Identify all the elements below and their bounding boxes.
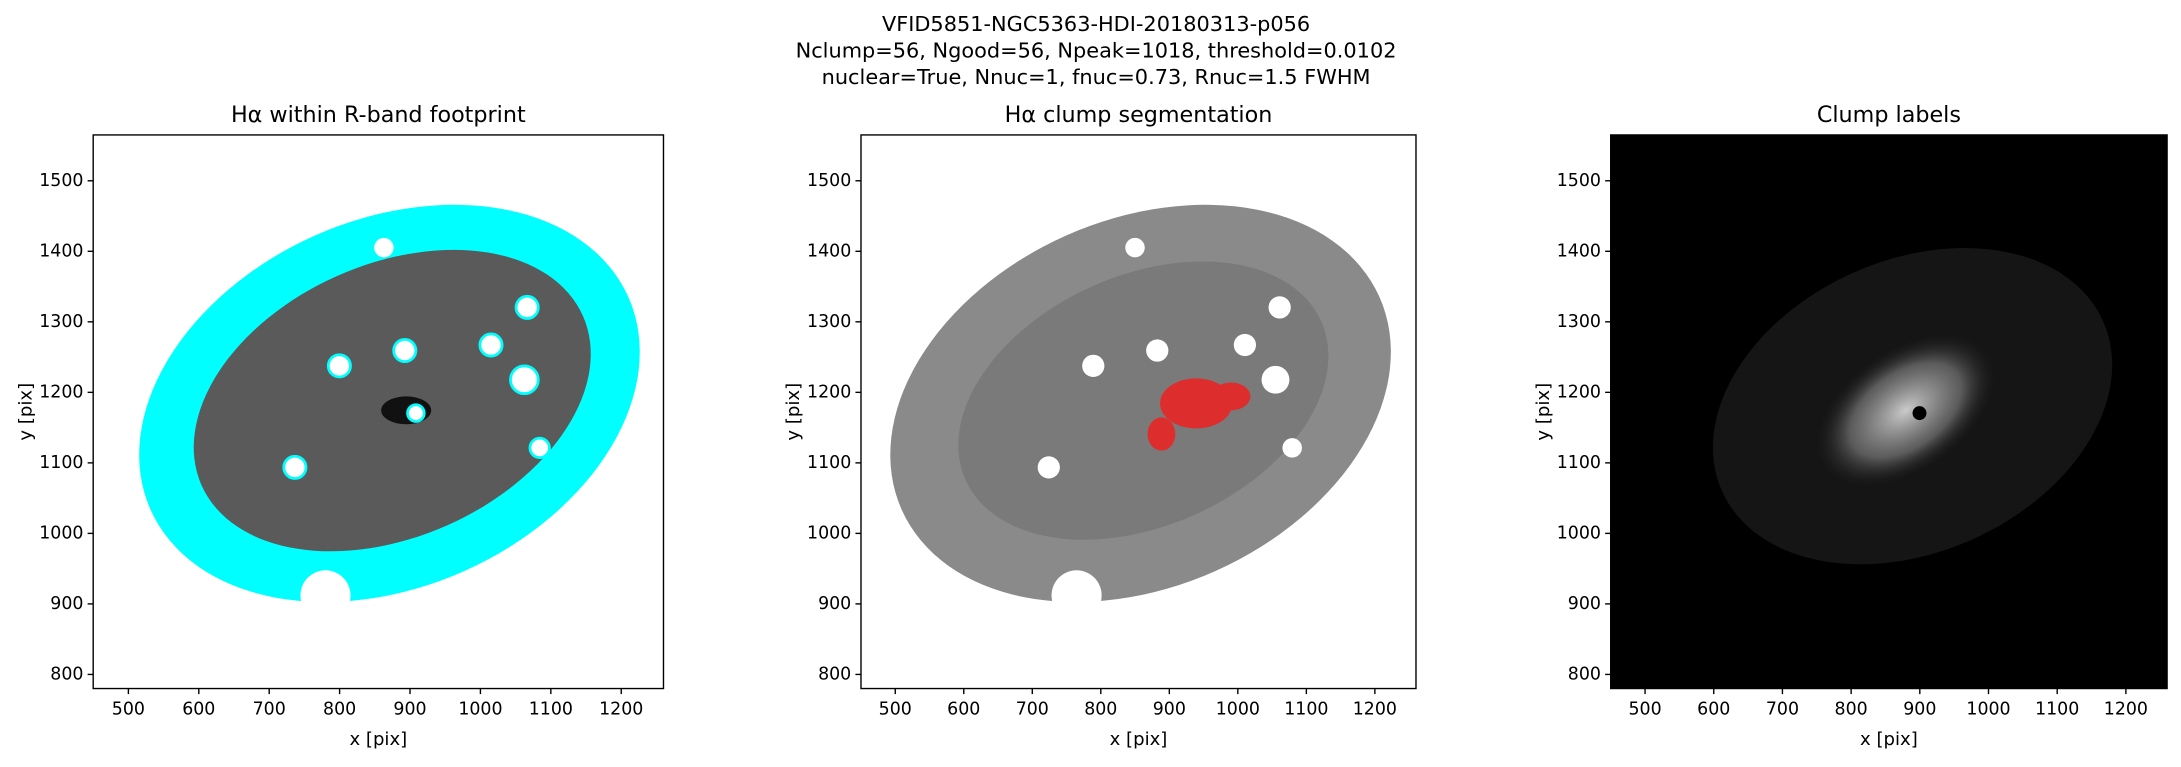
y-tick-label: 1000 — [1557, 523, 1601, 543]
x-tick-label: 1100 — [529, 699, 573, 719]
x-axis-label: x [pix] — [1860, 729, 1918, 750]
x-tick-label: 900 — [1903, 699, 1936, 719]
y-tick-label: 800 — [818, 664, 851, 684]
y-tick-label: 1400 — [807, 241, 851, 261]
suptitle: VFID5851-NGC5363-HDI-20180313-p056 — [882, 12, 1310, 36]
y-tick-label: 1100 — [39, 453, 83, 473]
y-tick-label: 1200 — [1557, 382, 1601, 402]
x-tick-label: 1200 — [599, 699, 643, 719]
x-axis-label: x [pix] — [349, 729, 407, 750]
y-tick-label: 900 — [1568, 594, 1601, 614]
y-tick-label: 800 — [1568, 664, 1601, 684]
x-tick-label: 900 — [1153, 699, 1186, 719]
x-tick-label: 800 — [323, 699, 356, 719]
y-tick-label: 1500 — [807, 171, 851, 191]
y-tick-label: 1300 — [39, 312, 83, 332]
y-tick-label: 800 — [50, 664, 83, 684]
image-panel — [890, 204, 1391, 621]
x-tick-label: 1000 — [458, 699, 502, 719]
x-tick-label: 600 — [947, 699, 980, 719]
axes-title: Hα clump segmentation — [1005, 102, 1273, 128]
y-axis-label: y [pix] — [15, 383, 36, 441]
x-axis-label: x [pix] — [1110, 729, 1168, 750]
x-tick-label: 500 — [1628, 699, 1661, 719]
x-tick-label: 600 — [182, 699, 215, 719]
y-tick-label: 900 — [50, 594, 83, 614]
x-tick-label: 1000 — [1966, 699, 2010, 719]
y-tick-label: 1300 — [1557, 312, 1601, 332]
y-axis-label: y [pix] — [1533, 383, 1554, 441]
image-panel — [139, 204, 640, 621]
y-axis-label: y [pix] — [783, 383, 804, 441]
x-tick-label: 700 — [1766, 699, 1799, 719]
x-tick-label: 1200 — [1353, 699, 1397, 719]
x-tick-label: 1100 — [2035, 699, 2079, 719]
y-tick-label: 900 — [818, 594, 851, 614]
x-tick-label: 1000 — [1216, 699, 1260, 719]
y-tick-label: 1400 — [39, 241, 83, 261]
y-tick-label: 1400 — [1557, 241, 1601, 261]
x-tick-label: 700 — [1016, 699, 1049, 719]
axes-frame — [860, 134, 1417, 690]
axes-title: Clump labels — [1817, 102, 1961, 128]
y-tick-label: 1500 — [1557, 171, 1601, 191]
x-tick-label: 800 — [1084, 699, 1117, 719]
y-tick-label: 1200 — [807, 382, 851, 402]
x-tick-label: 700 — [253, 699, 286, 719]
y-tick-label: 1300 — [807, 312, 851, 332]
x-tick-label: 1200 — [2104, 699, 2148, 719]
suptitle: nuclear=True, Nnuc=1, fnuc=0.73, Rnuc=1.… — [822, 65, 1371, 89]
x-tick-label: 500 — [112, 699, 145, 719]
y-tick-label: 1200 — [39, 382, 83, 402]
x-tick-label: 800 — [1835, 699, 1868, 719]
x-tick-label: 900 — [393, 699, 426, 719]
suptitle: Nclump=56, Ngood=56, Npeak=1018, thresho… — [796, 38, 1397, 62]
y-tick-label: 1100 — [807, 453, 851, 473]
axes-frame — [1610, 134, 2168, 690]
y-tick-label: 1000 — [39, 523, 83, 543]
axes-frame — [92, 134, 665, 690]
y-tick-label: 1000 — [807, 523, 851, 543]
axes-title: Hα within R-band footprint — [231, 102, 526, 128]
x-tick-label: 500 — [879, 699, 912, 719]
y-tick-label: 1100 — [1557, 453, 1601, 473]
x-tick-label: 600 — [1697, 699, 1730, 719]
x-tick-label: 1100 — [1284, 699, 1328, 719]
image-panel — [1610, 134, 2168, 689]
y-tick-label: 1500 — [39, 171, 83, 191]
